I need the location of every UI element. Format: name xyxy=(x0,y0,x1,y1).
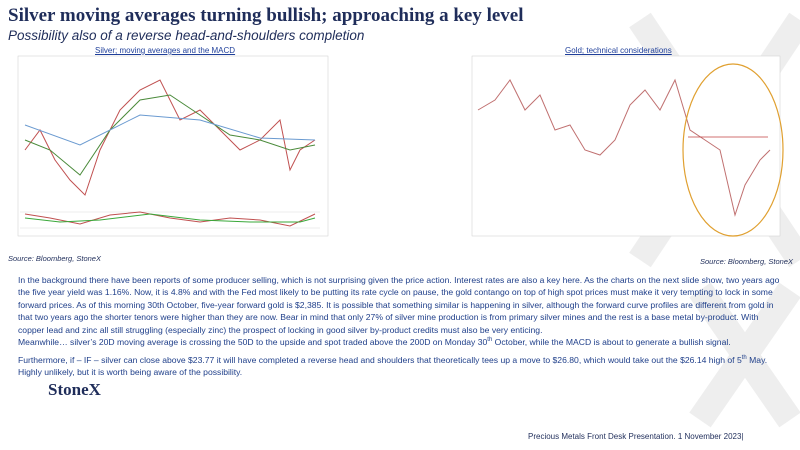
superscript: th xyxy=(487,337,493,344)
figure-source: Source: Bloomberg, StoneX xyxy=(700,257,793,266)
text: Furthermore, if – IF – silver can close … xyxy=(18,355,742,365)
paragraph: Furthermore, if – IF – silver can close … xyxy=(18,354,786,379)
figure-source: Source: Bloomberg, StoneX xyxy=(8,254,101,263)
title: Silver moving averages turning bullish; … xyxy=(8,5,524,26)
text: Meanwhile… silver’s 20D moving average i… xyxy=(18,337,488,347)
paragraph: Meanwhile… silver’s 20D moving average i… xyxy=(18,336,786,348)
figure-caption: Gold; technical considerations xyxy=(565,46,672,55)
footer-note: Precious Metals Front Desk Presentation.… xyxy=(528,432,744,441)
text: October, while the MACD is about to gene… xyxy=(492,337,731,347)
logo: StoneX xyxy=(48,380,101,399)
text: In the background there have been report… xyxy=(18,275,780,335)
text: May. Highly unlikely, but it is worth be… xyxy=(18,355,768,378)
paragraph: In the background there have been report… xyxy=(18,274,786,336)
subtitle: Possibility also of a reverse head-and-s… xyxy=(8,28,365,43)
superscript: th xyxy=(741,355,747,362)
figure-caption: Silver; moving averages and the MACD xyxy=(95,46,236,55)
